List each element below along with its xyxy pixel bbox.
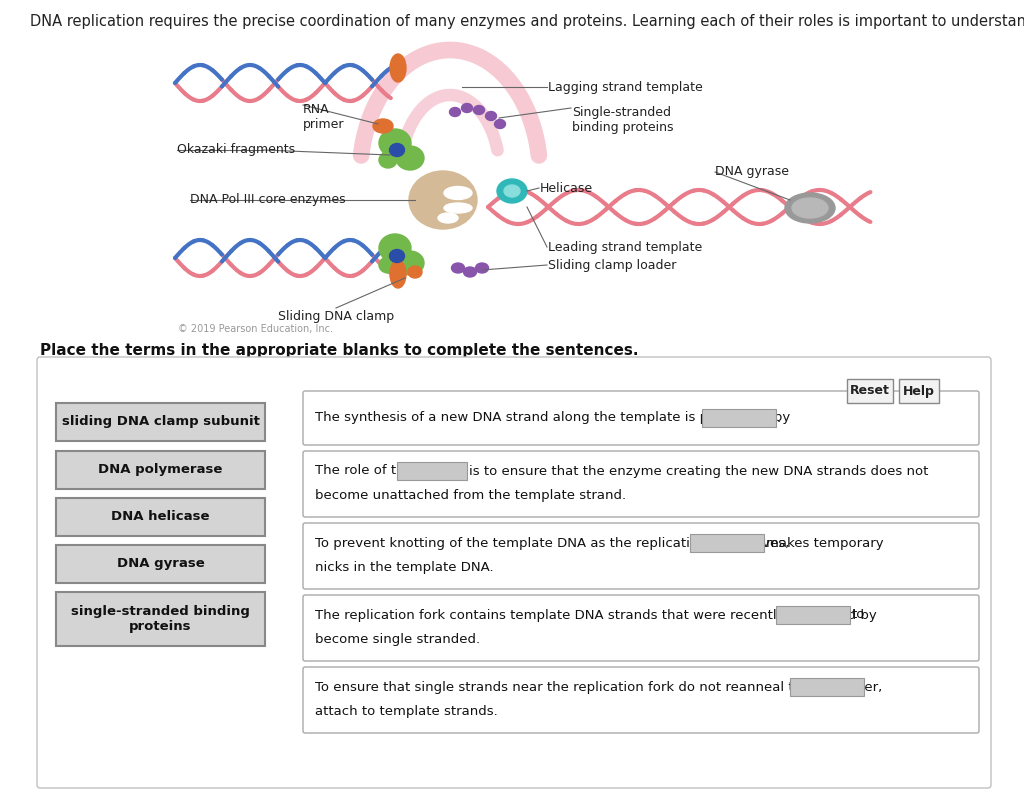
Text: DNA polymerase: DNA polymerase [98,463,222,477]
Text: © 2019 Pearson Education, Inc.: © 2019 Pearson Education, Inc. [178,324,333,334]
Text: Okazaki fragments: Okazaki fragments [177,143,295,157]
Text: DNA gyrase: DNA gyrase [715,166,790,178]
FancyBboxPatch shape [690,534,764,552]
Text: Place the terms in the appropriate blanks to complete the sentences.: Place the terms in the appropriate blank… [40,343,639,358]
FancyBboxPatch shape [303,595,979,661]
FancyBboxPatch shape [303,523,979,589]
Text: To prevent knotting of the template DNA as the replication fork moves,: To prevent knotting of the template DNA … [315,537,790,549]
Ellipse shape [497,179,527,203]
Text: Reset: Reset [850,384,890,397]
Ellipse shape [408,266,422,278]
Text: sliding DNA clamp subunit: sliding DNA clamp subunit [61,416,259,428]
FancyBboxPatch shape [899,379,939,403]
Ellipse shape [444,186,472,200]
Text: Leading strand template: Leading strand template [548,240,702,253]
Ellipse shape [409,171,477,229]
Ellipse shape [379,152,397,168]
Text: is to ensure that the enzyme creating the new DNA strands does not: is to ensure that the enzyme creating th… [469,465,929,478]
Text: .: . [777,412,781,424]
Ellipse shape [473,106,484,115]
Text: Single-stranded
binding proteins: Single-stranded binding proteins [572,106,674,134]
Text: The synthesis of a new DNA strand along the template is performed by: The synthesis of a new DNA strand along … [315,412,791,424]
Text: The role of the: The role of the [315,465,413,478]
Ellipse shape [785,193,835,223]
Ellipse shape [464,267,476,277]
Ellipse shape [438,213,458,223]
Text: To ensure that single strands near the replication fork do not reanneal to each : To ensure that single strands near the r… [315,681,883,693]
Text: DNA gyrase: DNA gyrase [117,557,205,571]
FancyBboxPatch shape [702,409,776,427]
Text: Help: Help [903,384,935,397]
Ellipse shape [504,185,520,197]
Text: RNA
primer: RNA primer [303,103,344,131]
FancyBboxPatch shape [56,451,265,489]
Text: Sliding DNA clamp: Sliding DNA clamp [278,310,394,323]
FancyBboxPatch shape [56,498,265,536]
Text: become single stranded.: become single stranded. [315,634,480,646]
FancyBboxPatch shape [303,391,979,445]
Ellipse shape [379,129,411,157]
Text: nicks in the template DNA.: nicks in the template DNA. [315,561,494,575]
Ellipse shape [444,203,472,213]
Ellipse shape [495,119,506,128]
Ellipse shape [389,143,404,157]
Ellipse shape [475,263,488,273]
Text: single-stranded binding
proteins: single-stranded binding proteins [71,605,250,633]
FancyBboxPatch shape [56,592,265,646]
FancyBboxPatch shape [56,545,265,583]
FancyBboxPatch shape [303,667,979,733]
Text: makes temporary: makes temporary [766,537,884,549]
FancyBboxPatch shape [37,357,991,788]
Ellipse shape [450,107,461,116]
Text: The replication fork contains template DNA strands that were recently separated : The replication fork contains template D… [315,608,877,622]
Ellipse shape [379,234,411,262]
Text: attach to template strands.: attach to template strands. [315,705,498,719]
Ellipse shape [452,263,465,273]
FancyBboxPatch shape [847,379,893,403]
Ellipse shape [396,146,424,170]
FancyBboxPatch shape [303,451,979,517]
Text: Helicase: Helicase [540,181,593,194]
Ellipse shape [379,257,397,273]
Ellipse shape [396,251,424,275]
Ellipse shape [389,249,404,263]
FancyBboxPatch shape [776,606,850,624]
Ellipse shape [373,119,393,133]
Ellipse shape [462,103,472,112]
FancyBboxPatch shape [397,462,467,480]
Ellipse shape [792,198,828,218]
Text: become unattached from the template strand.: become unattached from the template stra… [315,490,626,502]
Ellipse shape [390,260,406,288]
Text: DNA helicase: DNA helicase [112,510,210,524]
Text: DNA replication requires the precise coordination of many enzymes and proteins. : DNA replication requires the precise coo… [30,14,1024,29]
FancyBboxPatch shape [56,403,265,441]
Text: DNA Pol III core enzymes: DNA Pol III core enzymes [190,193,346,206]
Ellipse shape [485,111,497,120]
Ellipse shape [390,54,406,82]
Text: Sliding clamp loader: Sliding clamp loader [548,259,677,271]
FancyBboxPatch shape [790,678,864,696]
Text: to: to [852,608,865,622]
Text: Lagging strand template: Lagging strand template [548,80,702,93]
